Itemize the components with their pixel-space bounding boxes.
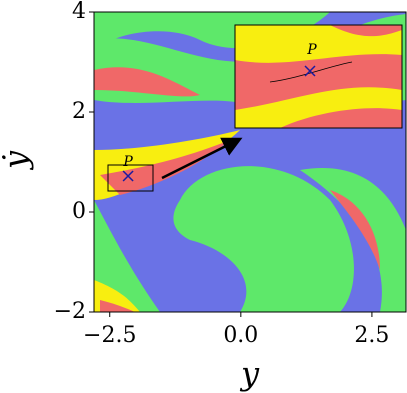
inset: P <box>234 24 403 129</box>
inset-label: P <box>306 42 317 58</box>
zoom-arrow <box>161 137 243 180</box>
point-marker <box>122 170 134 182</box>
y-axis-label: ẏ <box>0 150 35 171</box>
y-tick-label: 2 <box>72 99 86 124</box>
y-tick-label: 4 <box>72 0 86 24</box>
x-axis-label: y <box>239 355 260 393</box>
x-tick-label: 2.5 <box>354 323 389 348</box>
point-label: P <box>122 154 133 170</box>
y-tick-label: −2 <box>54 299 86 324</box>
y-tick-label: 0 <box>72 199 86 224</box>
zoom-box <box>107 164 154 192</box>
plot-frame <box>93 11 407 313</box>
x-tick-label: 0.0 <box>223 323 258 348</box>
x-tick-label: −2.5 <box>83 323 136 348</box>
